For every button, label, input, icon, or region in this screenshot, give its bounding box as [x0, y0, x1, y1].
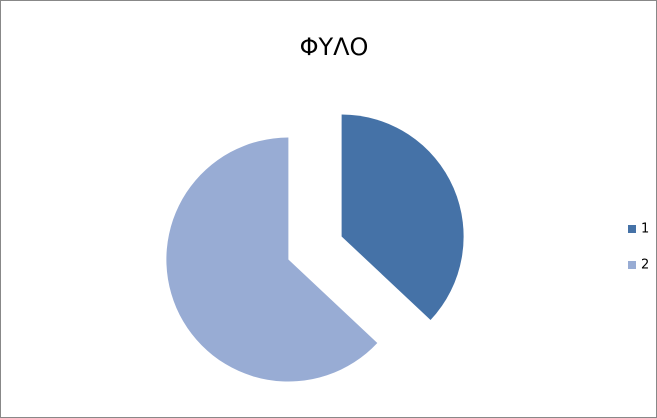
legend-label: 1	[641, 222, 649, 237]
legend-swatch	[628, 261, 636, 269]
pie-slice	[341, 114, 464, 320]
legend-swatch	[628, 225, 636, 233]
chart-title: ΦΥΛΟ	[300, 33, 369, 61]
legend-label: 2	[641, 258, 649, 273]
pie-slice	[166, 137, 378, 382]
